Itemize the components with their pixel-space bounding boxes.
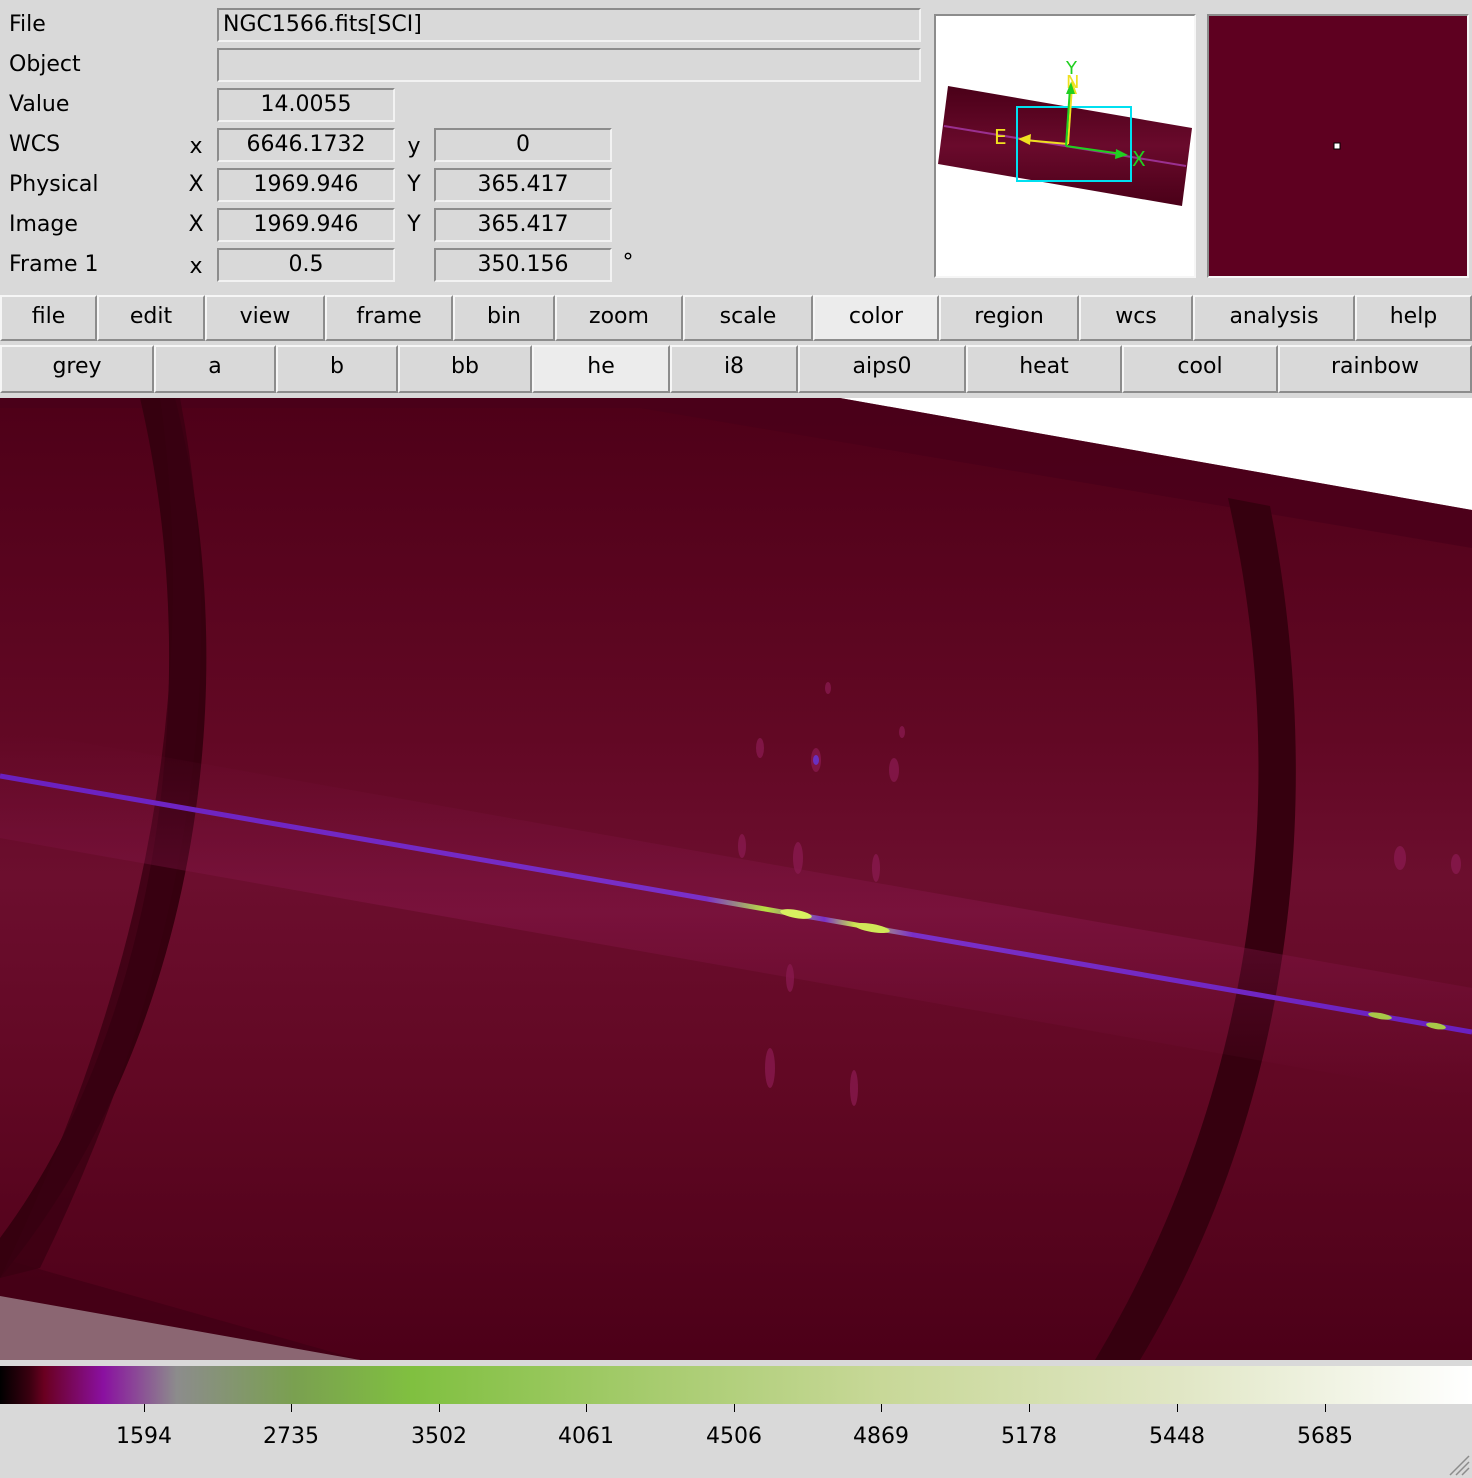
physical-y-field: 365.417 <box>434 168 612 202</box>
tick-label: 4061 <box>558 1424 614 1449</box>
tick-label: 2735 <box>263 1424 319 1449</box>
image-y-label: Y <box>407 212 421 237</box>
tick-mark <box>291 1404 292 1412</box>
tick-label: 3502 <box>411 1424 467 1449</box>
colormap-heat-button[interactable]: heat <box>966 345 1122 393</box>
physical-y-label: Y <box>407 172 421 197</box>
colormap-a-button[interactable]: a <box>154 345 276 393</box>
top-edge-band <box>0 398 1472 548</box>
tick-mark <box>1325 1404 1326 1412</box>
colormap-aips0-button[interactable]: aips0 <box>798 345 966 393</box>
panner-view-box[interactable] <box>1016 106 1132 182</box>
info-panel: File Object Value WCS Physical Image Fra… <box>0 0 1472 292</box>
spectrum-glow <box>0 728 1472 1098</box>
colorbar-ticks: 1594 2735 3502 4061 4506 4869 5178 5448 … <box>0 1404 1472 1478</box>
image-label: Image <box>9 212 78 237</box>
tick-label: 5685 <box>1297 1424 1353 1449</box>
colormap-i8-button[interactable]: i8 <box>670 345 798 393</box>
colormap-bb-button[interactable]: bb <box>398 345 532 393</box>
tick-label: 4506 <box>706 1424 762 1449</box>
menu-region-button[interactable]: region <box>939 295 1079 341</box>
spectrum-trace <box>0 773 1472 1035</box>
image-canvas[interactable] <box>0 398 1472 1360</box>
tick-label: 4869 <box>853 1424 909 1449</box>
object-label: Object <box>9 52 81 77</box>
colorbar[interactable] <box>0 1366 1472 1404</box>
bottom-edge-band <box>0 1258 360 1360</box>
physical-x-field: 1969.946 <box>217 168 395 202</box>
wcs-y-label: y <box>407 134 421 159</box>
colorbar-gradient <box>0 1366 1472 1404</box>
wcs-label: WCS <box>9 132 61 157</box>
colormap-b-button[interactable]: b <box>276 345 398 393</box>
image-x-field: 1969.946 <box>217 208 395 242</box>
tick-label: 5178 <box>1001 1424 1057 1449</box>
resize-grip-icon[interactable] <box>1446 1452 1470 1476</box>
menu-analysis-button[interactable]: analysis <box>1193 295 1355 341</box>
physical-label: Physical <box>9 172 99 197</box>
tick-mark <box>586 1404 587 1412</box>
magnifier <box>1207 14 1469 278</box>
colormap-grey-button[interactable]: grey <box>0 345 154 393</box>
emission-knot-1 <box>780 909 812 919</box>
panner[interactable]: N E Y X <box>934 14 1196 278</box>
fits-image[interactable] <box>0 398 1472 1360</box>
emission-streaks <box>738 682 1461 1106</box>
tick-label: 1594 <box>116 1424 172 1449</box>
tick-mark <box>439 1404 440 1412</box>
zoom-field: 0.5 <box>217 248 395 282</box>
menu-edit-button[interactable]: edit <box>97 295 205 341</box>
value-label: Value <box>9 92 70 117</box>
menu-scale-button[interactable]: scale <box>683 295 813 341</box>
tick-mark <box>881 1404 882 1412</box>
frame-label: Frame 1 <box>9 252 99 277</box>
menu-help-button[interactable]: help <box>1355 295 1472 341</box>
wcs-x-field: 6646.1732 <box>217 128 395 162</box>
menu-zoom-button[interactable]: zoom <box>555 295 683 341</box>
image-y-field: 365.417 <box>434 208 612 242</box>
wcs-x-label: x <box>189 134 203 159</box>
menu-color-button[interactable]: color <box>813 295 939 341</box>
tick-label: 5448 <box>1149 1424 1205 1449</box>
tick-mark <box>734 1404 735 1412</box>
menu-frame-button[interactable]: frame <box>325 295 453 341</box>
axis-x-label: X <box>1132 147 1146 171</box>
degree-unit: ° <box>622 250 634 275</box>
magnifier-image <box>1209 16 1467 276</box>
emission-knot-3 <box>1368 1012 1392 1020</box>
color-menu-bar: grey a b bb he i8 aips0 heat cool rainbo… <box>0 343 1472 395</box>
angle-field: 350.156 <box>434 248 612 282</box>
wcs-y-field: 0 <box>434 128 612 162</box>
chip-gap-right <box>1095 498 1296 1360</box>
colormap-he-button[interactable]: he <box>532 345 670 393</box>
emission-knot-5 <box>813 755 819 765</box>
tick-mark <box>1177 1404 1178 1412</box>
colormap-cool-button[interactable]: cool <box>1122 345 1278 393</box>
emission-knot-4 <box>1426 1022 1446 1030</box>
menu-file-button[interactable]: file <box>0 295 97 341</box>
magnifier-cursor <box>1333 142 1341 150</box>
compass-east-label: E <box>994 125 1007 149</box>
image-x-label: X <box>188 212 204 237</box>
menu-wcs-button[interactable]: wcs <box>1079 295 1193 341</box>
tick-mark <box>144 1404 145 1412</box>
frame-x-label: x <box>189 254 203 279</box>
physical-x-label: X <box>188 172 204 197</box>
colormap-rainbow-button[interactable]: rainbow <box>1278 345 1472 393</box>
axis-y-label: Y <box>1065 58 1078 79</box>
panner-image: N E Y X <box>938 58 1192 206</box>
menu-bin-button[interactable]: bin <box>453 295 555 341</box>
object-field <box>217 48 921 82</box>
emission-knot-2 <box>854 922 890 934</box>
file-field: NGC1566.fits[SCI] <box>217 8 921 42</box>
value-field: 14.0055 <box>217 88 395 122</box>
panner-spectrum-line <box>943 125 1187 167</box>
menu-view-button[interactable]: view <box>205 295 325 341</box>
axes-icon: Y X <box>1065 58 1146 171</box>
main-menu-bar: file edit view frame bin zoom scale colo… <box>0 293 1472 343</box>
tick-mark <box>1029 1404 1030 1412</box>
file-label: File <box>9 12 46 37</box>
